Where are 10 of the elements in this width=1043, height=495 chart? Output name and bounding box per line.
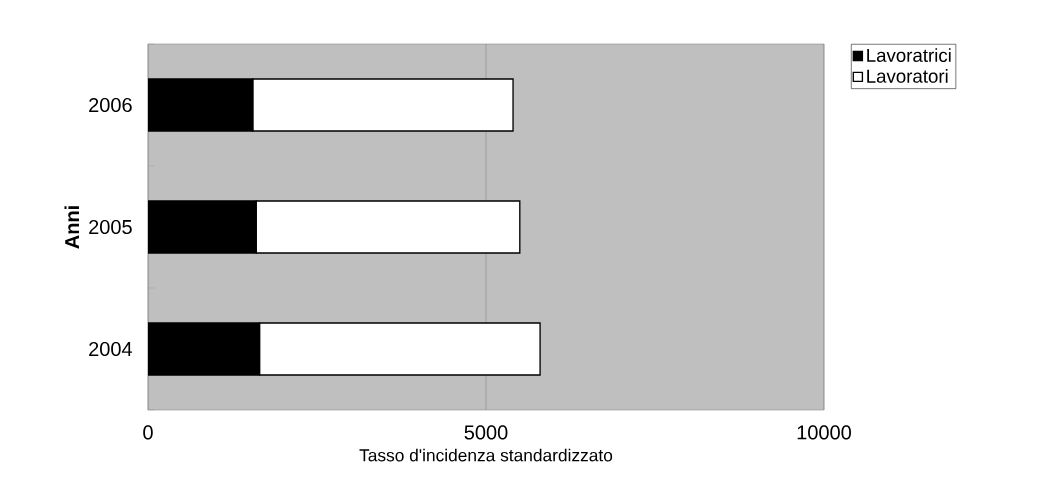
y-axis-title: Anni (64, 206, 79, 249)
y-tick-label: 2006 (89, 97, 132, 113)
x-tick-label: 0 (143, 425, 153, 440)
legend-label: Lavoratrici (867, 48, 951, 62)
x-tick-label: 10000 (797, 425, 851, 440)
y-tick-label: 2005 (89, 219, 132, 235)
legend-label: Lavoratori (867, 69, 948, 83)
y-tick-label: 2004 (89, 341, 133, 357)
x-tick-label: 5000 (464, 425, 508, 440)
x-axis-title: Tasso d'incidenza standardizzato (359, 448, 613, 462)
